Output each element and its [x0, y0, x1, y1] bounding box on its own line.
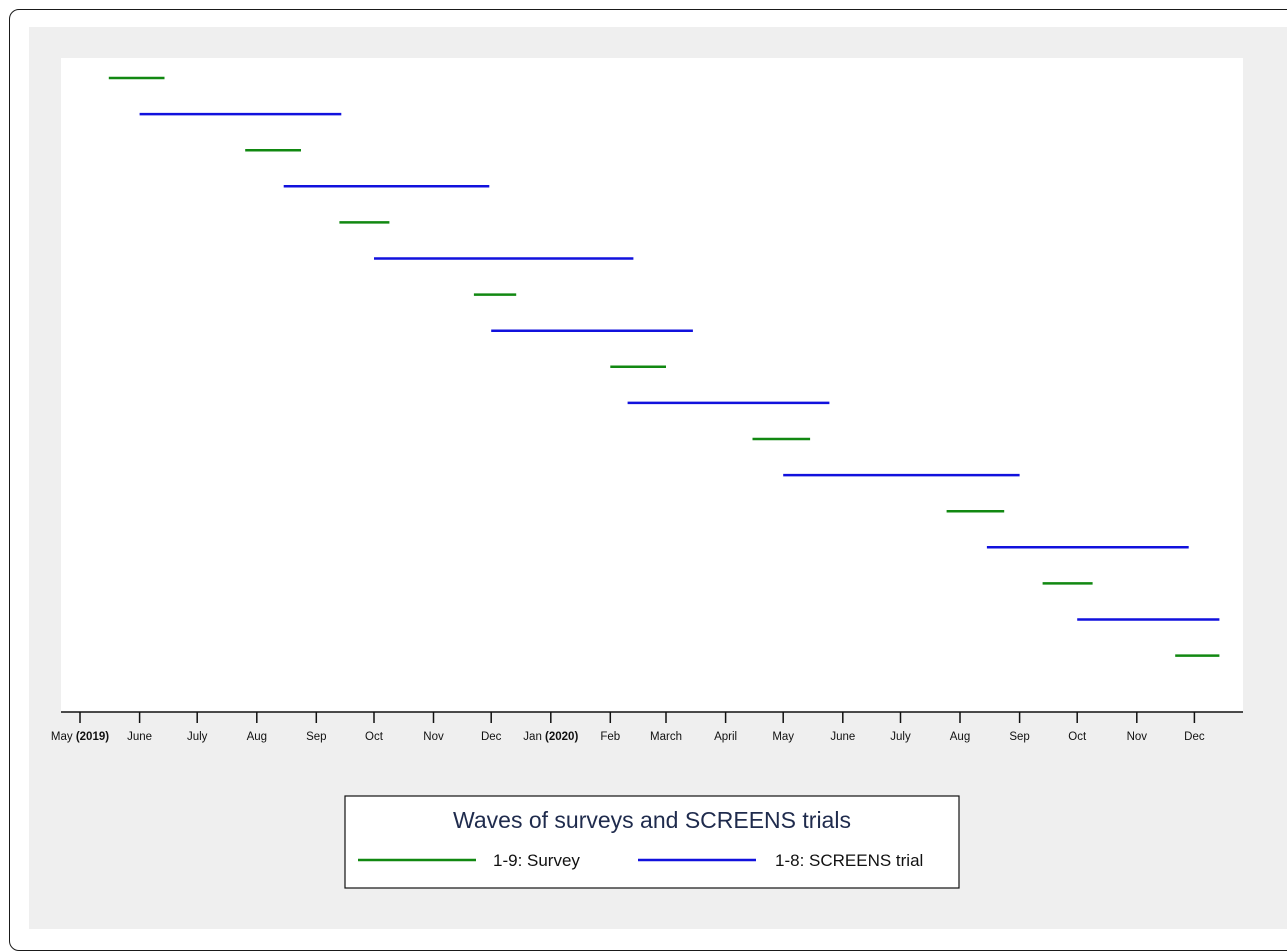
- x-tick-month: May: [772, 731, 794, 743]
- x-tick-label: Jan (2020): [523, 731, 578, 743]
- timeline-chart: May (2019) June July Aug Sep Oct Nov Dec Jan (20…: [51, 58, 1243, 889]
- x-tick-label: Dec: [481, 731, 502, 743]
- x-tick-label: Aug: [247, 731, 267, 743]
- x-axis-ticks: May (2019) June July Aug Sep Oct Nov Dec Jan (20…: [51, 712, 1205, 743]
- x-tick-month: Nov: [1127, 731, 1148, 743]
- x-tick-label: May (2019): [51, 731, 109, 743]
- x-tick-label: May: [772, 731, 794, 743]
- x-tick-month: Feb: [600, 731, 620, 743]
- x-tick-label: Dec: [1184, 731, 1205, 743]
- x-tick-month: July: [890, 731, 911, 743]
- x-tick-month: June: [830, 731, 855, 743]
- plot-area: [61, 58, 1243, 712]
- x-tick-year: (2020): [542, 731, 579, 743]
- x-tick-label: Feb: [600, 731, 620, 743]
- legend-box: [344, 795, 960, 889]
- x-tick-label: Nov: [1127, 731, 1148, 743]
- x-tick-month: Aug: [950, 731, 970, 743]
- x-tick-month: Jan: [523, 731, 542, 743]
- x-tick-month: Sep: [1009, 731, 1029, 743]
- x-tick-month: April: [714, 731, 737, 743]
- x-tick-month: Nov: [423, 731, 444, 743]
- x-tick-label: Aug: [950, 731, 970, 743]
- x-tick-month: May: [51, 731, 73, 743]
- x-tick-label: April: [714, 731, 737, 743]
- x-tick-label: July: [890, 731, 911, 743]
- x-tick-month: Aug: [247, 731, 267, 743]
- x-tick-month: Sep: [306, 731, 326, 743]
- x-tick-label: Oct: [365, 731, 384, 743]
- x-tick-year: (2019): [73, 731, 110, 743]
- x-tick-label: Sep: [1009, 731, 1029, 743]
- legend-title: Waves of surveys and SCREENS trials: [453, 807, 851, 833]
- x-tick-label: Nov: [423, 731, 444, 743]
- x-tick-label: March: [650, 731, 682, 743]
- legend-trial-label: 1-8: SCREENS trial: [775, 851, 923, 870]
- x-tick-month: March: [650, 731, 682, 743]
- legend-survey-label: 1-9: Survey: [493, 851, 580, 870]
- x-tick-label: June: [830, 731, 855, 743]
- x-tick-month: July: [187, 731, 208, 743]
- x-tick-month: Dec: [481, 731, 502, 743]
- x-tick-month: Dec: [1184, 731, 1205, 743]
- legend: Waves of surveys and SCREENS trials 1-9:…: [344, 795, 960, 889]
- interval-bars: [108, 76, 1220, 657]
- x-tick-label: Oct: [1068, 731, 1087, 743]
- x-tick-month: Oct: [1068, 731, 1087, 743]
- x-tick-label: Sep: [306, 731, 326, 743]
- x-tick-label: June: [127, 731, 152, 743]
- x-tick-label: July: [187, 731, 208, 743]
- x-tick-month: June: [127, 731, 152, 743]
- x-tick-month: Oct: [365, 731, 384, 743]
